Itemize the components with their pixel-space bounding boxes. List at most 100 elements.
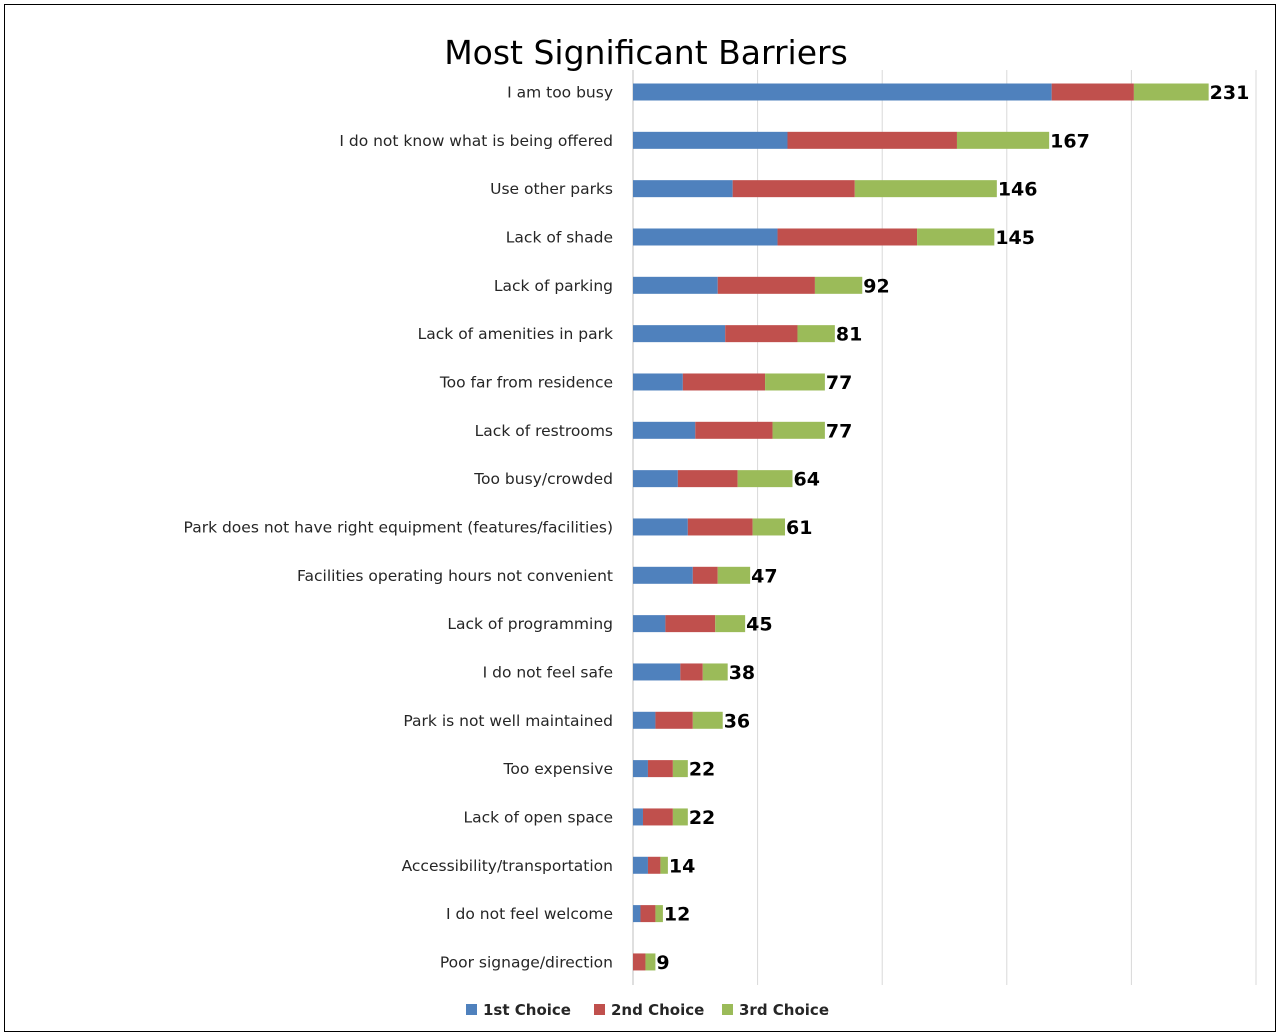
bar-segment-1 (633, 470, 678, 488)
bar-segment-2 (717, 276, 815, 294)
category-label: I do not feel welcome (446, 905, 613, 923)
bar-segment-3 (752, 518, 786, 536)
bar-segment-2 (732, 180, 855, 198)
category-label: Lack of shade (506, 228, 613, 246)
bar-segment-3 (715, 615, 746, 633)
category-label: I do not know what is being offered (339, 132, 613, 150)
bar-segment-1 (633, 276, 718, 294)
bar-segment-3 (917, 228, 995, 246)
category-label: Lack of open space (463, 808, 613, 826)
bar-segment-2 (642, 808, 673, 826)
bar-segment-2 (777, 228, 918, 246)
category-label: Park is not well maintained (403, 712, 613, 730)
bar-segment-2 (640, 905, 656, 923)
total-label: 77 (826, 420, 852, 442)
bar-segment-2 (647, 760, 673, 778)
bar-segment-2 (1051, 83, 1134, 101)
total-label: 45 (746, 614, 772, 636)
bar-segment-3 (645, 953, 656, 971)
bar-segment-2 (787, 131, 957, 149)
bar-segment-3 (956, 131, 1050, 149)
total-label: 92 (863, 275, 889, 297)
bar-segment-3 (655, 905, 663, 923)
category-label: Park does not have right equipment (feat… (184, 518, 613, 536)
bar-segment-1 (633, 131, 788, 149)
bar-segment-1 (633, 421, 696, 439)
bar-segment-3 (692, 711, 723, 729)
total-label: 146 (998, 179, 1038, 201)
bar-segment-2 (682, 373, 766, 391)
total-label: 12 (664, 904, 690, 926)
bar-segment-2 (692, 566, 718, 584)
legend-label: 3rd Choice (739, 1001, 829, 1019)
bar-segment-3 (765, 373, 825, 391)
bar-segment-1 (633, 325, 726, 343)
category-label: Use other parks (490, 180, 613, 198)
bar-segment-2 (695, 421, 773, 439)
category-label: Too far from residence (439, 373, 613, 391)
total-label: 61 (786, 517, 812, 539)
legend-swatch (594, 1004, 605, 1015)
total-label: 64 (793, 469, 819, 491)
category-label: Facilities operating hours not convenien… (297, 567, 613, 585)
bar-segment-3 (672, 808, 688, 826)
bar-segment-1 (633, 83, 1052, 101)
bar-segment-1 (633, 663, 681, 681)
bar-segment-3 (814, 276, 863, 294)
bar-segment-3 (660, 856, 668, 874)
bar-segment-2 (655, 711, 693, 729)
category-label: Accessibility/transportation (402, 857, 613, 875)
total-label: 36 (724, 710, 750, 732)
bar-segment-2 (725, 325, 798, 343)
total-label: 22 (689, 807, 715, 829)
legend-label: 2nd Choice (611, 1001, 704, 1019)
total-label: 145 (995, 227, 1035, 249)
total-label: 22 (689, 759, 715, 781)
bar-segment-3 (672, 760, 688, 778)
category-label: I am too busy (507, 84, 613, 102)
category-label: Poor signage/direction (440, 953, 613, 971)
total-label: 77 (826, 372, 852, 394)
bar-segment-3 (1133, 83, 1209, 101)
total-label: 47 (751, 565, 777, 587)
bar-segment-2 (665, 615, 716, 633)
category-label: Lack of amenities in park (418, 325, 613, 343)
bar-segment-3 (772, 421, 825, 439)
legend-label: 1st Choice (483, 1001, 571, 1019)
bar-segment-2 (680, 663, 703, 681)
bar-segment-1 (633, 905, 641, 923)
category-label: Too busy/crowded (473, 470, 613, 488)
bar-segment-1 (633, 615, 666, 633)
total-label: 38 (729, 662, 755, 684)
bar-segment-1 (633, 856, 648, 874)
total-label: 81 (836, 324, 862, 346)
bar-segment-1 (633, 760, 648, 778)
category-label: Lack of programming (447, 615, 613, 633)
chart-title: Most Significant Barriers (444, 33, 848, 72)
bar-segment-3 (717, 566, 751, 584)
total-label: 14 (669, 855, 695, 877)
category-label: Lack of restrooms (475, 422, 613, 440)
category-label: Lack of parking (494, 277, 613, 295)
bar-segment-3 (854, 180, 997, 198)
bar-segment-1 (633, 373, 683, 391)
category-label: Too expensive (503, 760, 613, 778)
legend-swatch (466, 1004, 477, 1015)
bar-segment-3 (797, 325, 835, 343)
bar-segment-3 (737, 470, 793, 488)
bar-segment-1 (633, 228, 778, 246)
bar-segment-2 (677, 470, 738, 488)
bar-segment-3 (702, 663, 728, 681)
bar-segment-1 (633, 180, 733, 198)
legend-swatch (722, 1004, 733, 1015)
bar-segment-1 (633, 518, 688, 536)
total-label: 231 (1210, 82, 1250, 104)
bar-segment-1 (633, 808, 643, 826)
bar-segment-2 (647, 856, 661, 874)
category-label: I do not feel safe (483, 663, 613, 681)
legend: 1st Choice 2nd Choice 3rd Choice (466, 1001, 829, 1019)
total-label: 9 (656, 952, 669, 974)
bar-segment-2 (633, 953, 646, 971)
bar-segment-1 (633, 711, 656, 729)
